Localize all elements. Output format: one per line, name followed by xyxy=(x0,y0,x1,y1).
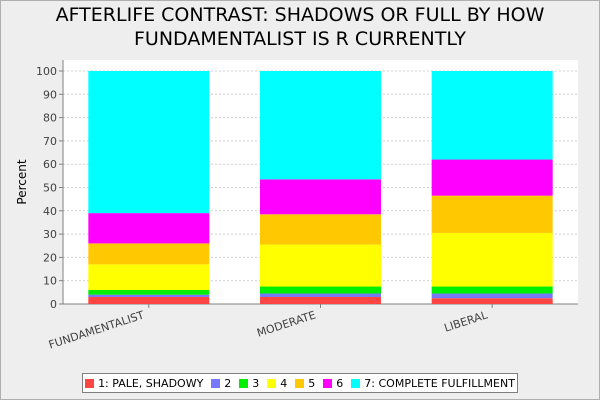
legend-item: 7: COMPLETE FULFILLMENT xyxy=(351,377,515,390)
legend-swatch xyxy=(323,378,333,388)
bar-segment xyxy=(431,293,553,299)
legend-item: 3 xyxy=(239,377,259,390)
legend-label: 5 xyxy=(308,376,316,390)
y-tick-label: 40 xyxy=(43,205,57,218)
y-tick-label: 90 xyxy=(43,88,57,101)
bar-segment xyxy=(260,244,381,287)
legend-label: 1: PALE, SHADOWY xyxy=(98,376,204,390)
y-tick-label: 80 xyxy=(43,112,57,125)
chart-title-line-1: AFTERLIFE CONTRAST: SHADOWS OR FULL BY H… xyxy=(55,4,545,26)
legend-label: 4 xyxy=(280,376,288,390)
bar-segment xyxy=(260,71,381,180)
legend-item: 6 xyxy=(323,377,343,390)
legend-label: 3 xyxy=(252,376,260,390)
legend-item: 5 xyxy=(295,377,315,390)
y-tick-label: 100 xyxy=(36,65,57,78)
bar-segment xyxy=(431,286,553,294)
bar-segment xyxy=(431,298,553,304)
bar-segment xyxy=(88,213,210,244)
bar-segment xyxy=(431,195,553,233)
y-axis-label: Percent xyxy=(15,159,29,204)
bar-segment xyxy=(88,294,210,298)
y-tick-label: 50 xyxy=(43,182,57,195)
y-tick-label: 0 xyxy=(50,298,57,311)
legend-swatch xyxy=(267,378,277,388)
y-tick-label: 60 xyxy=(43,158,57,171)
bar-segment xyxy=(88,297,210,304)
x-tick-label: LIBERAL xyxy=(443,308,490,334)
legend-swatch xyxy=(239,378,249,388)
legend-label: 7: COMPLETE FULFILLMENT xyxy=(364,376,515,390)
chart-title-line-2: FUNDAMENTALIST IS R CURRENTLY xyxy=(134,28,466,50)
bar-segment xyxy=(88,290,210,295)
bar-segment xyxy=(260,297,381,304)
chart-legend: 1: PALE, SHADOWY 2 3 4 5 6 7: COMPLETE FULFILL… xyxy=(82,373,518,393)
bar-segment xyxy=(260,286,381,294)
legend-swatch xyxy=(211,378,221,388)
y-tick-label: 20 xyxy=(43,251,57,264)
x-tick-label: FUNDAMENTALIST xyxy=(47,308,146,351)
chart-title: AFTERLIFE CONTRAST: SHADOWS OR FULL BY H… xyxy=(0,3,600,51)
bar-segment xyxy=(260,214,381,245)
legend-label: 2 xyxy=(224,376,232,390)
bar-segment xyxy=(431,71,553,160)
legend-swatch xyxy=(85,378,95,388)
legend-swatch xyxy=(351,378,361,388)
x-tick-label: MODERATE xyxy=(255,308,317,339)
bar-segment xyxy=(431,159,553,196)
y-tick-label: 30 xyxy=(43,228,57,241)
bar-segment xyxy=(88,243,210,265)
legend-label: 6 xyxy=(336,376,344,390)
legend-item: 1: PALE, SHADOWY xyxy=(85,377,203,390)
bar-segment xyxy=(88,71,210,214)
legend-item: 2 xyxy=(211,377,231,390)
bar-segment xyxy=(260,293,381,298)
legend-swatch xyxy=(295,378,305,388)
bar-segment xyxy=(431,232,553,287)
legend-item: 4 xyxy=(267,377,287,390)
bar-segment xyxy=(88,264,210,291)
y-tick-label: 70 xyxy=(43,135,57,148)
bar-segment xyxy=(260,179,381,215)
y-tick-label: 10 xyxy=(43,275,57,288)
